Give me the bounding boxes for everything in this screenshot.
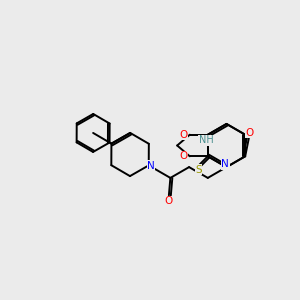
Text: O: O [245, 128, 253, 138]
Text: N: N [147, 161, 155, 171]
Text: O: O [179, 151, 187, 161]
Text: NH: NH [199, 135, 214, 145]
Text: N: N [221, 159, 229, 169]
Text: S: S [195, 165, 202, 175]
Text: O: O [165, 196, 173, 206]
Text: O: O [179, 130, 187, 140]
